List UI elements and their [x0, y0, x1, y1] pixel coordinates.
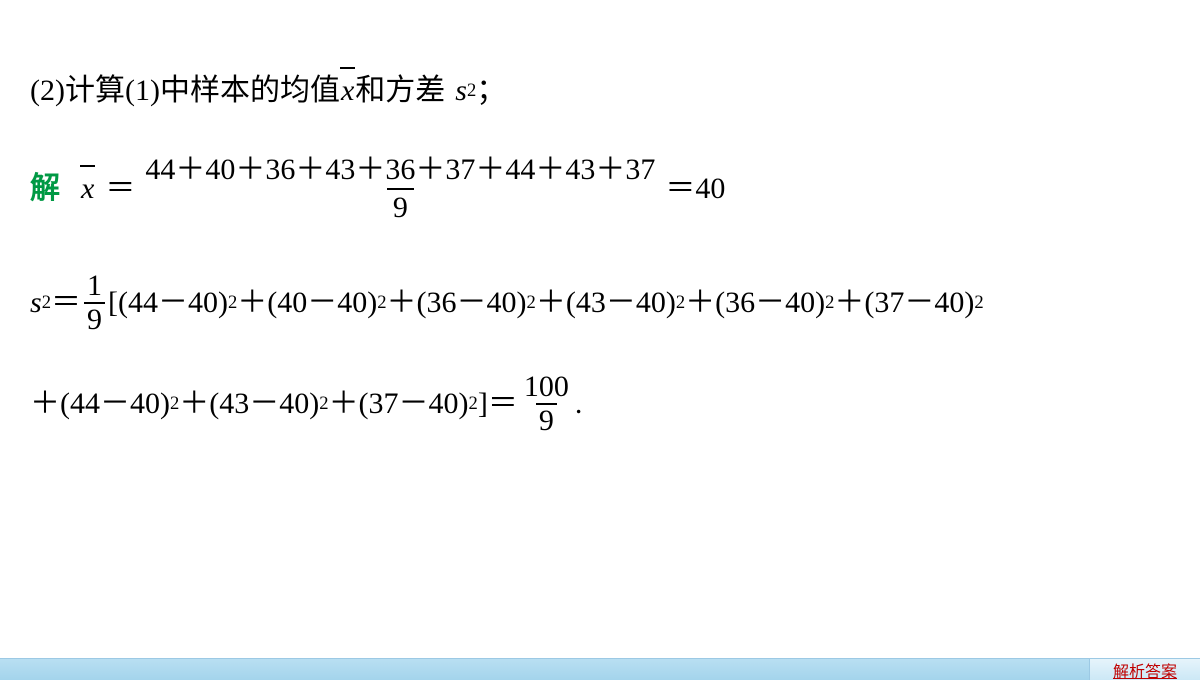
footer-strip [0, 658, 1089, 680]
result-fraction: 100 9 [521, 371, 572, 436]
frac-num: 1 [84, 270, 105, 302]
xbar-symbol: x [340, 70, 355, 112]
var-eq: ＝ [51, 282, 81, 324]
solution-label: 解 [30, 168, 60, 210]
term6: ＋(44－40) [30, 383, 170, 425]
mean-eq1: ＝ [105, 168, 135, 210]
v-spacer [30, 134, 1170, 152]
term0: [(44－40) [108, 282, 228, 324]
content-area: (2) 计算(1)中样本的均值 x 和方差 s2 ； 解 x ＝ 44＋40＋3… [30, 70, 1170, 458]
mean-numerator: 44＋40＋36＋43＋36＋37＋44＋43＋37 [139, 152, 661, 188]
question-line: (2) 计算(1)中样本的均值 x 和方差 s2 ； [30, 70, 1170, 112]
frac-den: 9 [84, 302, 105, 336]
variance-line-2: ＋(44－40)2 ＋(43－40)2 ＋(37－40)2 ]＝ 100 9 . [30, 371, 1170, 436]
variance-line-1: s2 ＝ 1 9 [(44－40)2 ＋(40－40)2 ＋(36－40)2 ＋… [30, 270, 1170, 335]
analysis-answer-button[interactable]: 解析答案 [1089, 658, 1200, 680]
term1: ＋(40－40) [237, 282, 377, 324]
var-close: ]＝ [478, 383, 518, 425]
mean-denominator: 9 [387, 188, 414, 226]
term8: ＋(37－40) [329, 383, 469, 425]
mean-xbar: x [80, 168, 95, 210]
question-text-b: 和方差 [355, 70, 445, 112]
res-num: 100 [521, 371, 572, 403]
mean-eq2: ＝ [665, 168, 695, 210]
footer-bar: 解析答案 [0, 658, 1200, 680]
mean-fraction: 44＋40＋36＋43＋36＋37＋44＋43＋37 9 [139, 152, 661, 226]
term2: ＋(36－40) [387, 282, 527, 324]
term3: ＋(43－40) [536, 282, 676, 324]
analysis-answer-label: 解析答案 [1113, 658, 1177, 680]
slide-page: (2) 计算(1)中样本的均值 x 和方差 s2 ； 解 x ＝ 44＋40＋3… [0, 0, 1200, 680]
term5: ＋(37－40) [834, 282, 974, 324]
s-symbol: s [455, 70, 467, 112]
question-text-a: 计算(1)中样本的均值 [65, 70, 340, 112]
res-den: 9 [536, 403, 557, 437]
mean-line: 解 x ＝ 44＋40＋36＋43＋36＋37＋44＋43＋37 9 ＝ 40 [30, 152, 1170, 226]
term7: ＋(43－40) [179, 383, 319, 425]
var-s: s [30, 282, 42, 324]
mean-result: 40 [695, 168, 725, 210]
v-spacer [30, 357, 1170, 371]
period: . [575, 383, 583, 425]
one-ninth-fraction: 1 9 [84, 270, 105, 335]
question-prefix: (2) [30, 70, 65, 112]
v-spacer [30, 248, 1170, 270]
question-punct: ； [476, 70, 506, 112]
term4: ＋(36－40) [685, 282, 825, 324]
